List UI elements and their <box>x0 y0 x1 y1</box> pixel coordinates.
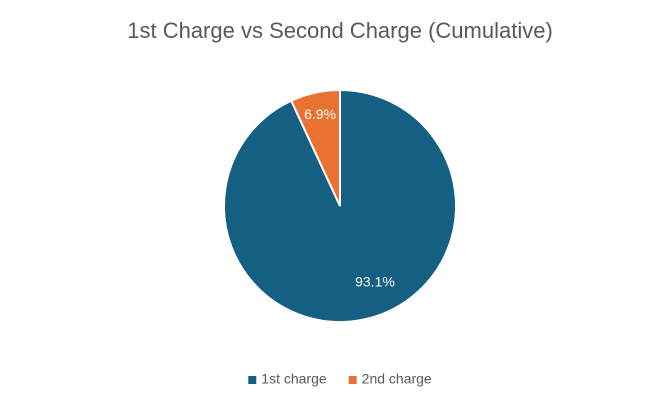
legend-label: 2nd charge <box>362 371 432 387</box>
pie-slice <box>289 88 341 207</box>
legend-label: 1st charge <box>261 371 327 387</box>
chart-title: 1st Charge vs Second Charge (Cumulative) <box>127 18 553 43</box>
data-label: 93.1% <box>355 274 395 290</box>
legend-swatch <box>348 376 357 384</box>
legend-swatch <box>248 376 257 384</box>
data-label: 6.9% <box>304 106 336 122</box>
